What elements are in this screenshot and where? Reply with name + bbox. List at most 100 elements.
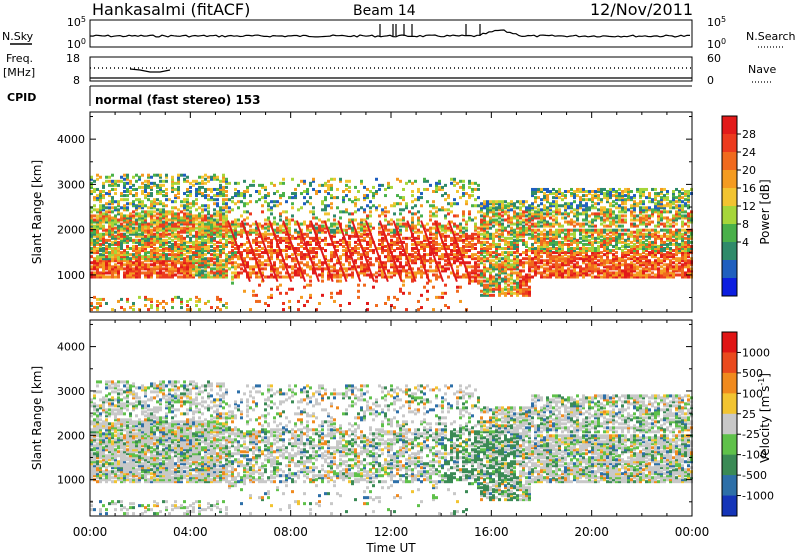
heatmap-cell [189,261,192,265]
heatmap-cell [606,212,609,216]
heatmap-cell [150,206,153,210]
heatmap-cell [537,251,540,255]
heatmap-cell [216,255,219,259]
heatmap-cell [144,255,147,259]
heatmap-cell [105,238,108,242]
heatmap-cell [543,194,546,198]
heatmap-cell [333,253,336,257]
heatmap-cell [198,251,201,255]
heatmap-cell [324,181,327,185]
heatmap-cell [195,253,198,257]
heatmap-cell [333,299,336,303]
heatmap-cell [138,232,141,236]
heatmap-cell [327,218,330,222]
heatmap-cell [171,247,174,251]
heatmap-cell [120,297,123,301]
heatmap-cell [423,259,426,263]
heatmap-cell [543,251,546,255]
heatmap-cell [150,220,153,224]
heatmap-cell [342,198,345,202]
heatmap-cell [477,226,480,230]
heatmap-cell [141,247,144,251]
heatmap-cell [543,247,546,251]
heatmap-cell [471,247,474,251]
heatmap-cell [564,206,567,210]
heatmap-cell [222,218,225,222]
heatmap-cell [495,200,498,204]
heatmap-cell [105,175,108,179]
heatmap-cell [537,261,540,265]
beam-title: Beam 14 [353,3,416,19]
heatmap-cell [510,226,513,230]
heatmap-cell [405,242,408,246]
heatmap-cell [183,218,186,222]
heatmap-cell [138,206,141,210]
heatmap-cell [585,247,588,251]
heatmap-cell [618,261,621,265]
heatmap-cell [165,175,168,179]
heatmap-cell [267,192,270,196]
heatmap-cell [231,238,234,242]
heatmap-cell [477,204,480,208]
heatmap-cell [537,249,540,253]
heatmap-cell [540,251,543,255]
heatmap-cell [579,232,582,236]
heatmap-cell [306,273,309,277]
heatmap-cell [186,206,189,210]
heatmap-cell [117,224,120,228]
heatmap-cell [342,200,345,204]
heatmap-cell [576,216,579,220]
heatmap-cell [597,253,600,257]
heatmap-cell [570,220,573,224]
heatmap-cell [132,228,135,232]
heatmap-cell [213,194,216,198]
heatmap-cell [588,214,591,218]
heatmap-cell [267,244,270,248]
heatmap-cell [276,257,279,261]
heatmap-cell [165,240,168,244]
heatmap-cell [315,267,318,271]
heatmap-cell [531,214,534,218]
heatmap-cell [93,226,96,230]
heatmap-cell [288,230,291,234]
heatmap-cell [126,189,129,193]
heatmap-cell [555,230,558,234]
heatmap-cell [603,230,606,234]
heatmap-cell [501,232,504,236]
heatmap-cell [219,299,222,303]
heatmap-cell [381,183,384,187]
heatmap-cell [483,226,486,230]
heatmap-cell [99,226,102,230]
heatmap-cell [237,222,240,226]
heatmap-cell [492,242,495,246]
heatmap-cell [267,259,270,263]
heatmap-cell [150,228,153,232]
heatmap-cell [399,251,402,255]
heatmap-cell [597,196,600,200]
heatmap-cell [483,267,486,271]
heatmap-cell [222,187,225,191]
heatmap-cell [396,259,399,263]
heatmap-cell [531,230,534,234]
heatmap-cell [456,214,459,218]
heatmap-cell [279,224,282,228]
heatmap-cell [582,218,585,222]
heatmap-cell [333,222,336,226]
heatmap-cell [153,198,156,202]
heatmap-cell [615,275,618,279]
heatmap-cell [195,238,198,242]
heatmap-cell [165,238,168,242]
heatmap-cell [243,179,246,183]
heatmap-cell [162,228,165,232]
heatmap-cell [603,247,606,251]
heatmap-cell [186,222,189,226]
heatmap-cell [96,232,99,236]
heatmap-cell [504,200,507,204]
heatmap-cell [495,251,498,255]
heatmap-cell [612,228,615,232]
heatmap-cell [447,196,450,200]
heatmap-cell [186,261,189,265]
heatmap-cell [156,192,159,196]
heatmap-cell [216,234,219,238]
heatmap-cell [555,210,558,214]
